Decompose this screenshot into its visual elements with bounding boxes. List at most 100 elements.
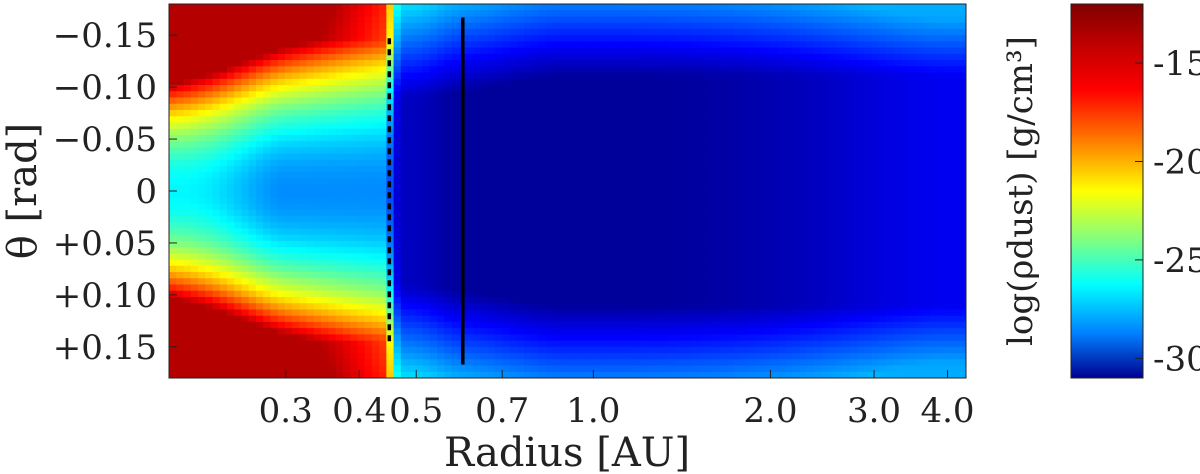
heat-cell — [328, 203, 337, 211]
heat-cell — [639, 334, 648, 342]
heat-cell — [618, 309, 627, 317]
heat-cell — [299, 109, 308, 117]
heat-cell — [574, 172, 583, 180]
heat-cell — [734, 41, 742, 49]
heat-cell — [705, 97, 714, 105]
heat-cell — [574, 309, 583, 317]
heat-cell — [219, 203, 228, 211]
heat-cell — [690, 321, 699, 329]
heat-cell — [299, 353, 308, 360]
heat-cell — [668, 109, 677, 117]
heat-cell — [545, 97, 554, 105]
heat-cell — [299, 141, 308, 148]
heat-cell — [270, 371, 279, 378]
heat-cell — [495, 272, 503, 279]
heat-cell — [415, 53, 424, 61]
heat-cell — [545, 147, 554, 155]
heat-cell — [328, 184, 337, 192]
heat-cell — [668, 371, 677, 378]
heat-cell — [560, 47, 569, 55]
heat-cell — [466, 72, 474, 80]
heat-cell — [690, 47, 699, 55]
heat-cell — [574, 60, 583, 67]
heat-cell — [241, 265, 250, 273]
heat-cell — [176, 371, 185, 378]
heat-cell — [545, 166, 554, 173]
heat-cell — [357, 315, 366, 323]
heat-cell — [429, 215, 438, 223]
heat-cell — [480, 371, 489, 378]
heat-cell — [350, 97, 358, 105]
heat-cell — [226, 253, 235, 261]
heat-cell — [603, 234, 612, 242]
heat-cell — [277, 203, 286, 211]
heat-cell — [226, 184, 235, 192]
heat-cell — [502, 184, 511, 192]
heat-cell — [169, 122, 177, 130]
heat-cell — [705, 109, 714, 117]
heat-cell — [639, 166, 648, 173]
heat-cell — [350, 103, 358, 111]
heat-cell — [415, 97, 424, 105]
heat-cell — [705, 103, 714, 111]
heat-cell — [712, 166, 721, 173]
heat-cell — [632, 10, 641, 18]
heat-cell — [574, 10, 583, 18]
heat-cell — [284, 10, 293, 18]
heat-cell — [625, 234, 634, 242]
heat-cell — [415, 184, 424, 192]
heat-cell — [553, 353, 561, 360]
heat-cell — [255, 191, 264, 198]
heat-cell — [502, 197, 511, 205]
heat-cell — [473, 109, 482, 117]
heat-cell — [705, 4, 714, 11]
heat-cell — [603, 334, 612, 342]
heat-cell — [241, 203, 250, 211]
heat-cell — [581, 128, 590, 136]
heat-cell — [335, 197, 344, 205]
heat-cell — [647, 346, 656, 354]
heat-cell — [299, 91, 308, 99]
heat-cell — [726, 4, 735, 11]
heat-cell — [437, 334, 445, 342]
heat-cell — [429, 365, 438, 373]
heat-cell — [393, 66, 402, 74]
heat-cell — [400, 172, 409, 180]
heat-cell — [241, 234, 250, 242]
heat-cell — [350, 315, 358, 323]
heat-cell — [625, 72, 634, 80]
heat-cell — [313, 309, 322, 317]
heat-cell — [422, 340, 431, 348]
heat-cell — [263, 234, 272, 242]
heat-cell — [553, 365, 561, 373]
heat-cell — [342, 222, 351, 229]
heat-cell — [654, 172, 663, 180]
heat-cell — [219, 172, 228, 180]
heat-cell — [444, 228, 453, 236]
heat-cell — [480, 240, 489, 248]
heat-cell — [647, 278, 656, 286]
heat-cell — [169, 278, 177, 286]
heat-cell — [763, 240, 771, 248]
heat-cell — [205, 47, 214, 55]
heat-cell — [313, 340, 322, 348]
heat-cell — [335, 166, 344, 173]
heat-cell — [299, 346, 308, 354]
heat-cell — [480, 178, 489, 186]
heat-cell — [190, 85, 199, 92]
heat-cell — [219, 222, 228, 229]
heat-cell — [176, 346, 185, 354]
heat-cell — [292, 16, 301, 24]
heat-cell — [560, 290, 569, 298]
heat-cell — [668, 346, 677, 354]
heat-cell — [234, 153, 243, 161]
heat-cell — [270, 240, 279, 248]
heat-cell — [205, 247, 214, 254]
heat-cell — [610, 365, 619, 373]
heat-cell — [321, 72, 329, 80]
heat-cell — [683, 134, 692, 142]
heat-cell — [306, 303, 315, 311]
heat-cell — [444, 290, 453, 298]
heat-cell — [241, 284, 250, 292]
heat-cell — [169, 296, 177, 304]
